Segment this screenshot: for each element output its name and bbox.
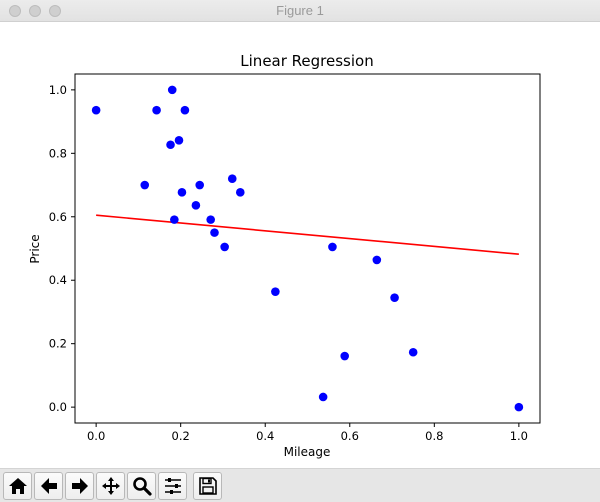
- save-button[interactable]: [193, 472, 222, 500]
- x-axis-label: Mileage: [284, 445, 331, 459]
- y-tick-label: 1.0: [49, 83, 67, 97]
- pan-button[interactable]: [96, 472, 125, 500]
- x-tick-label: 0.4: [256, 429, 274, 443]
- scatter-point: [195, 180, 205, 190]
- y-tick-label: 0.4: [49, 273, 67, 287]
- scatter-point: [167, 85, 177, 95]
- scatter-chart: Linear Regression Mileage Price 0.0 0.2 0.…: [28, 52, 541, 459]
- window-title: Figure 1: [276, 3, 324, 18]
- minimize-window-button[interactable]: [29, 5, 41, 17]
- home-icon: [8, 478, 27, 494]
- title-bar[interactable]: Figure 1: [0, 0, 600, 22]
- x-tick-label: 0.2: [172, 429, 190, 443]
- configure-subplots-button[interactable]: [158, 472, 187, 500]
- arrow-left-icon: [40, 478, 57, 494]
- scatter-point: [235, 188, 245, 197]
- scatter-point: [318, 392, 328, 402]
- back-button[interactable]: [34, 472, 63, 500]
- y-tick-label: 0.0: [49, 400, 67, 414]
- magnifier-icon: [132, 477, 152, 496]
- zoom-window-button[interactable]: [49, 5, 61, 17]
- scatter-point: [514, 402, 524, 412]
- x-tick-label: 1.0: [510, 429, 528, 443]
- scatter-point: [180, 105, 190, 115]
- sliders-icon: [164, 478, 181, 494]
- plot-area: 0.0 0.2 0.4 0.6 0.8 1.0 0.0 0.2 0.4 0.6 0.8 1.0: [49, 83, 528, 443]
- scatter-point: [220, 242, 229, 252]
- scatter-point: [271, 287, 280, 296]
- scatter-point: [408, 347, 418, 357]
- forward-button[interactable]: [65, 472, 94, 500]
- arrow-right-icon: [71, 478, 88, 494]
- scatter-point: [177, 188, 187, 197]
- x-tick-label: 0.0: [87, 429, 105, 443]
- y-tick-label: 0.6: [49, 210, 67, 224]
- scatter-point: [328, 242, 337, 252]
- scatter-point: [170, 215, 179, 224]
- axes-frame: [74, 73, 541, 424]
- regression-line: [96, 214, 519, 256]
- y-tick-label: 0.2: [49, 337, 67, 351]
- scatter-point: [152, 105, 161, 115]
- floppy-disk-icon: [198, 477, 217, 495]
- scatter-point: [206, 215, 215, 224]
- close-window-button[interactable]: [9, 5, 21, 17]
- y-tick-label: 0.8: [49, 146, 67, 160]
- home-button[interactable]: [3, 472, 32, 500]
- move-icon: [101, 477, 120, 495]
- zoom-button[interactable]: [127, 472, 156, 500]
- chart-title: Linear Regression: [240, 52, 373, 70]
- scatter-point: [174, 136, 184, 145]
- x-tick-label: 0.8: [425, 429, 443, 443]
- scatter-point: [91, 105, 101, 115]
- scatter-point: [166, 140, 175, 150]
- scatter-point: [390, 293, 399, 302]
- scatter-point: [140, 180, 150, 190]
- x-tick-label: 0.6: [341, 429, 359, 443]
- scatter-point: [227, 174, 237, 183]
- y-axis-label: Price: [28, 234, 42, 263]
- scatter-point: [372, 255, 382, 265]
- scatter-point: [340, 351, 350, 361]
- scatter-point: [210, 228, 219, 237]
- navigation-toolbar: [0, 468, 600, 502]
- scatter-point: [191, 201, 201, 210]
- figure-canvas[interactable]: [0, 22, 600, 468]
